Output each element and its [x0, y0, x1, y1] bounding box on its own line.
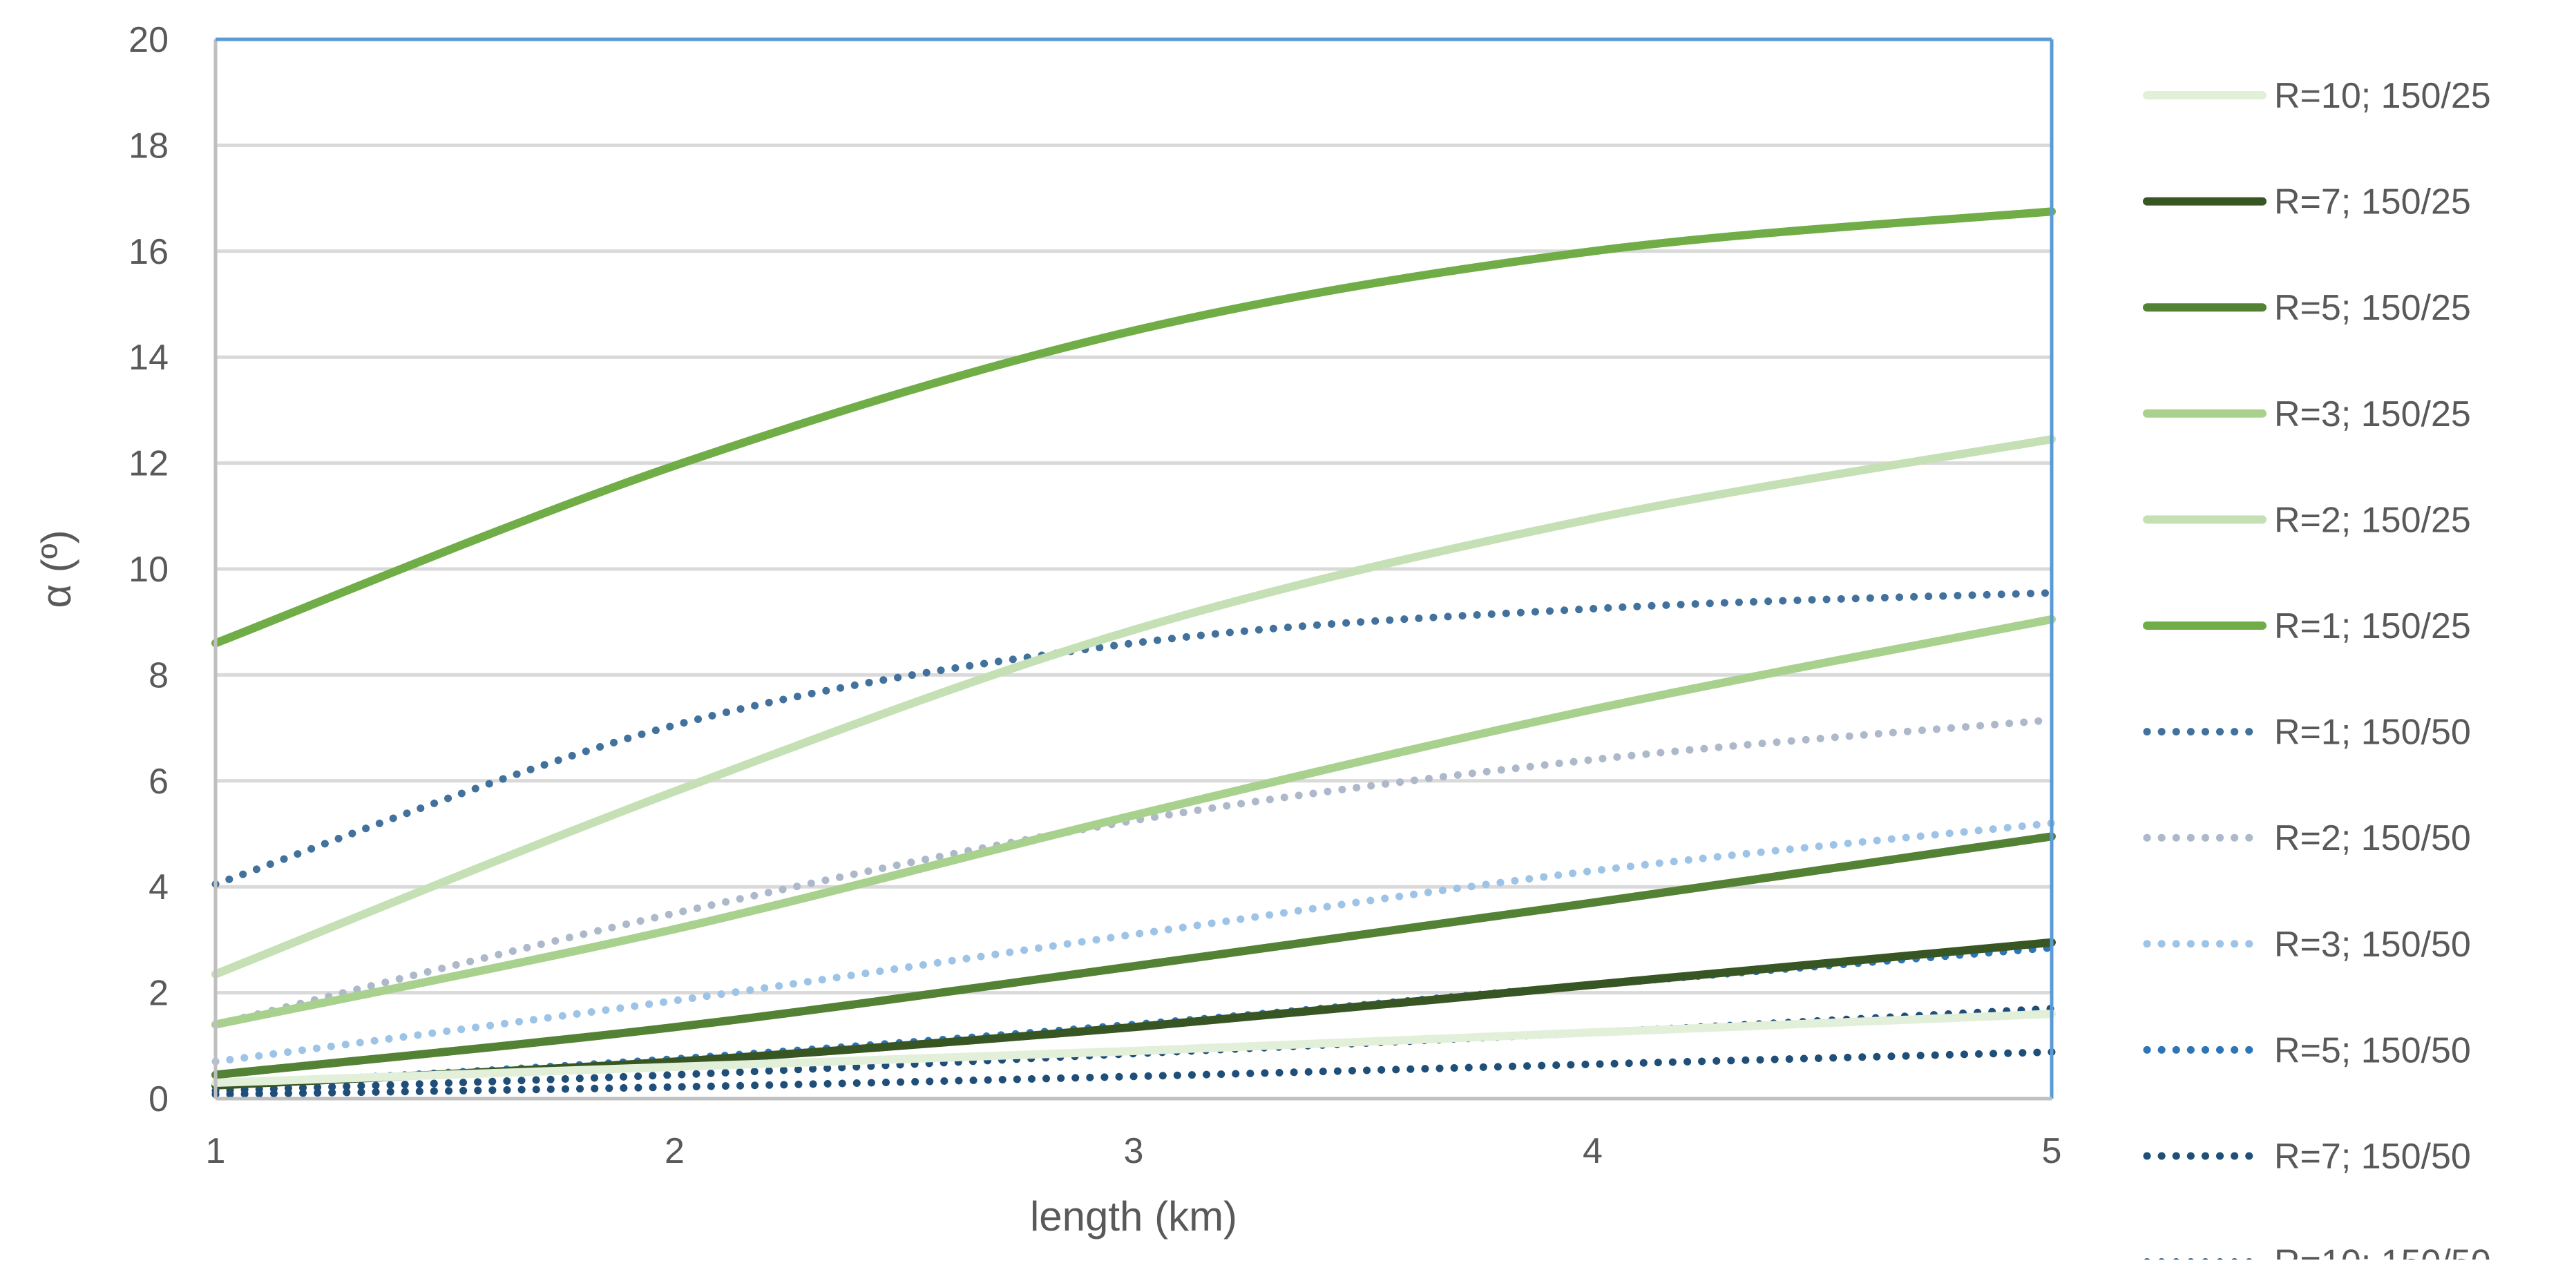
x-tick-label: 1 — [206, 1131, 226, 1171]
legend-label-r-5-150-25: R=5; 150/25 — [2274, 288, 2471, 328]
x-tick-label: 4 — [1583, 1131, 1603, 1171]
y-tick-label: 0 — [149, 1079, 169, 1119]
y-tick-label: 2 — [149, 974, 169, 1014]
legend-label-r-5-150-50: R=5; 150/50 — [2274, 1030, 2471, 1070]
legend-label-r-7-150-50: R=7; 150/50 — [2274, 1137, 2471, 1177]
x-axis-title: length (km) — [1030, 1193, 1237, 1240]
y-tick-label: 18 — [128, 126, 169, 166]
series-lines — [211, 207, 2056, 1099]
series-line-r-2-150-50 — [211, 716, 2056, 1029]
y-tick-label: 14 — [128, 338, 169, 378]
y-tick-label: 20 — [128, 20, 169, 60]
legend-label-r-3-150-50: R=3; 150/50 — [2274, 925, 2471, 965]
series-line-r-5-150-25 — [211, 832, 2056, 1079]
series-line-r-2-150-25 — [211, 435, 2056, 978]
legend-label-r-10-150-25: R=10; 150/25 — [2274, 76, 2491, 116]
legend-label-r-3-150-25: R=3; 150/25 — [2274, 394, 2471, 434]
series-line-r-3-150-25 — [211, 615, 2056, 1029]
y-tick-label: 4 — [149, 867, 169, 907]
legend-label-r-7-150-25: R=7; 150/25 — [2274, 182, 2471, 222]
series-line-r-1-150-50 — [211, 589, 2056, 888]
x-tick-label: 3 — [1124, 1131, 1144, 1171]
y-tick-label: 6 — [149, 762, 169, 802]
grid — [216, 143, 2052, 995]
series-line-r-10-150-50 — [211, 1048, 2056, 1099]
y-tick-label: 10 — [128, 550, 169, 590]
y-tick-label: 8 — [149, 655, 169, 695]
y-tick-label: 12 — [128, 444, 169, 484]
plot-frame — [213, 37, 2054, 1101]
legend-label-r-2-150-25: R=2; 150/25 — [2274, 500, 2471, 540]
series-line-r-10-150-25 — [211, 1010, 2056, 1087]
legend-label-r-1-150-25: R=1; 150/25 — [2274, 606, 2471, 646]
legend: R=10; 150/25 R=7; 150/25 R=5; 150/25 R=3; 1… — [2143, 76, 2491, 1263]
legend-label-r-1-150-50: R=1; 150/50 — [2274, 713, 2471, 753]
legend-label-r-2-150-50: R=2; 150/50 — [2274, 818, 2471, 858]
y-tick-label: 16 — [128, 232, 169, 272]
y-axis-title: α (º) — [33, 530, 79, 608]
x-tick-label: 5 — [2042, 1131, 2062, 1171]
series-line-r-1-150-25 — [211, 207, 2056, 648]
legend-label-r-10-150-50: R=10; 150/50 — [2274, 1243, 2491, 1260]
x-tick-label: 2 — [665, 1131, 685, 1171]
